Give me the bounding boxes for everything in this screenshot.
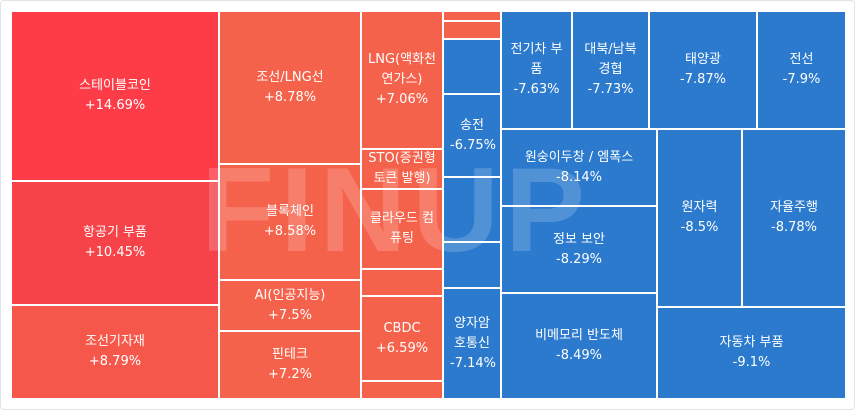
cell-change: -8.5% [680,220,719,235]
cell-change: -8.49% [556,348,602,363]
cell-label: 조선/LNG선 [256,69,324,85]
cell-label: 블록체인 [266,204,314,219]
cell-change: +6.59% [375,340,429,356]
cell-change: -7.87% [680,72,726,87]
treemap-cell[interactable]: 양자암호통신 -7.14% [443,288,501,399]
treemap-cell[interactable]: 조선/LNG선 +8.78% [219,11,361,164]
treemap-cell[interactable]: CBDC +6.59% [361,296,443,381]
cell-label: STO(증권형 토큰 발행) [368,151,436,186]
treemap-cell[interactable]: 조선기자재 +8.79% [11,305,219,399]
treemap-cell[interactable] [361,269,443,296]
cell-label: 대북/남북경협 [584,42,637,77]
cell-change: +8.79% [88,354,142,369]
cell-label: 원숭이두창 / 엠폭스 [524,149,634,165]
cell-label: 자율주행 [770,200,818,215]
cell-change: -8.14% [556,169,602,185]
cell-change: +7.5% [268,307,312,323]
cell-label: 전선 [789,52,814,67]
cell-change: -7.73% [587,82,634,97]
cell-change: -7.9% [782,72,821,87]
cell-change: -7.14% [450,355,496,371]
treemap-cell[interactable]: STO(증권형 토큰 발행) [361,149,443,189]
treemap-cell[interactable]: 자율주행 -8.78% [742,129,846,307]
cell-change: -8.78% [771,220,817,235]
cell-label: 조선기자재 [85,334,145,349]
cell-label: 양자암호통신 [454,315,490,351]
cell-change: +8.58% [263,224,317,239]
cell-label: LNG(액화천연가스) [368,52,436,87]
cell-label: 핀테크 [272,347,308,362]
cell-change: -9.1% [732,355,771,370]
cell-change: +14.69% [84,98,146,113]
cell-label: 송전 [460,117,484,133]
treemap-cell[interactable]: 스테이블코인 +14.69% [11,11,219,181]
cell-change: +8.78% [263,89,317,105]
treemap-cell[interactable]: AI(인공지능) +7.5% [219,280,361,331]
treemap-cell[interactable] [443,39,501,94]
treemap-area: 스테이블코인 +14.69% 항공기 부품 +10.45% 조선기자재 +8.79% 조선/… [11,11,846,399]
cell-label: 태양광 [685,52,721,67]
cell-label: 정보 보안 [553,231,605,247]
cell-label: CBDC [383,320,421,336]
treemap-cell[interactable]: 원자력 -8.5% [657,129,742,307]
treemap-cell[interactable]: LNG(액화천연가스) +7.06% [361,11,443,149]
treemap-cell[interactable]: 블록체인 +8.58% [219,164,361,280]
treemap-cell[interactable]: 전기차 부품 -7.63% [501,11,572,129]
treemap-cell[interactable]: 전선 -7.9% [757,11,846,129]
treemap-cell[interactable] [443,11,501,21]
treemap-cell[interactable]: 송전 -6.75% [443,94,501,177]
treemap-cell[interactable]: 원숭이두창 / 엠폭스 -8.14% [501,129,657,206]
treemap-cell[interactable]: 자동차 부품 -9.1% [657,307,846,399]
treemap-cell[interactable]: 대북/남북경협 -7.73% [572,11,649,129]
treemap-cell[interactable]: 핀테크 +7.2% [219,331,361,399]
treemap-cell[interactable] [361,381,443,399]
cell-change: -7.63% [513,82,560,97]
cell-change: +7.2% [268,367,312,382]
cell-change: +7.06% [375,92,429,107]
treemap-cell[interactable]: 항공기 부품 +10.45% [11,181,219,305]
cell-label: 자동차 부품 [719,335,784,350]
cell-change: -6.75% [450,137,496,153]
cell-label: AI(인공지능) [254,287,326,303]
cell-label: 전기차 부품 [510,42,563,77]
treemap-cell[interactable]: 비메모리 반도체 -8.49% [501,293,657,399]
treemap-cell[interactable]: 태양광 -7.87% [649,11,757,129]
treemap-cell[interactable]: 정보 보안 -8.29% [501,206,657,293]
treemap-cell[interactable] [443,177,501,242]
treemap-cell[interactable] [443,242,501,288]
cell-change: -8.29% [556,251,602,267]
cell-label: 스테이블코인 [79,78,151,93]
cell-label: 원자력 [681,200,718,215]
treemap-cell[interactable]: 클라우드 컴퓨팅 [361,189,443,269]
cell-label: 클라우드 컴퓨팅 [370,211,434,246]
cell-label: 비메모리 반도체 [535,328,623,343]
treemap-cell[interactable] [443,21,501,39]
cell-change: +10.45% [84,245,146,260]
cell-label: 항공기 부품 [83,225,147,240]
